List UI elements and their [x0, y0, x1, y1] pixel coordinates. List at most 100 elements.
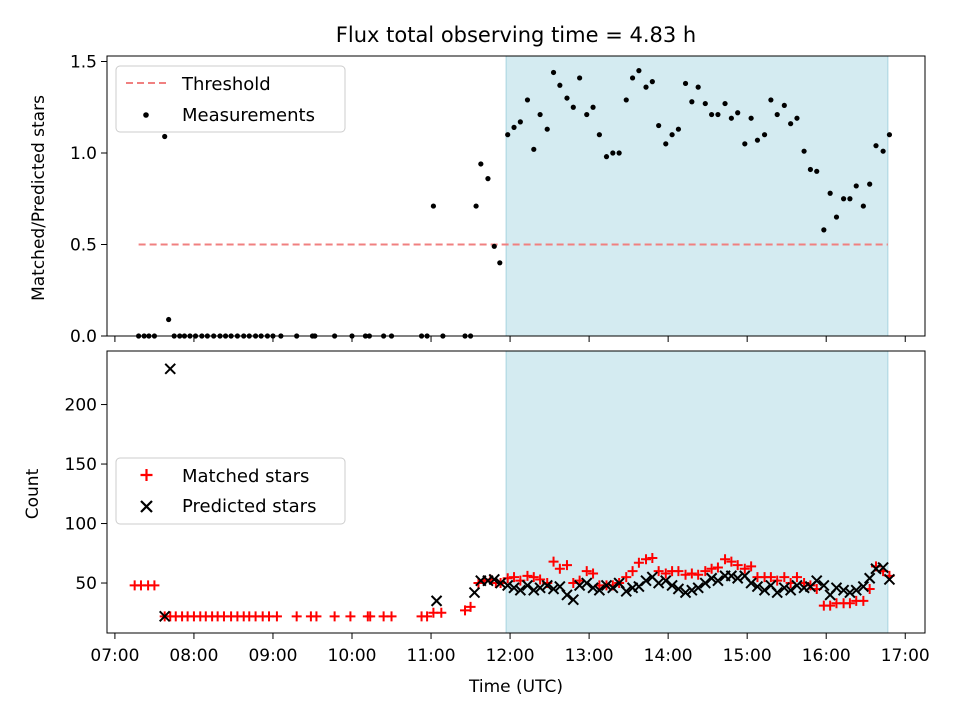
predicted-star-point	[547, 583, 560, 595]
matched-star-point	[522, 570, 533, 581]
predicted-star-point	[850, 584, 862, 596]
measurement-point	[807, 166, 814, 173]
matched-star-point	[581, 566, 592, 577]
measurement-point	[616, 150, 622, 156]
time-x-tick-label: 07:00	[90, 646, 139, 666]
count-legend: Matched stars Predicted stars	[115, 457, 346, 525]
predicted-star-point	[699, 577, 711, 589]
matched-star-point	[422, 611, 433, 622]
matched-star-point	[528, 572, 539, 583]
predicted-star-point	[164, 363, 176, 375]
measurement-point	[748, 115, 754, 121]
ratio-panel: 0.0 0.5 1.0 1.5 Flux total observing time =…	[29, 23, 926, 347]
measurement-point	[840, 196, 847, 202]
measurement-point	[478, 161, 484, 167]
predicted-star-point	[600, 579, 613, 592]
predicted-star-point	[692, 582, 704, 594]
time-x-axis-label: Time (UTC)	[468, 677, 563, 697]
measurement-point	[715, 111, 721, 118]
time-x-tick-label: 12:00	[486, 646, 535, 666]
measurement-point	[833, 214, 840, 220]
matched-star-point	[765, 572, 776, 583]
measurement-point	[682, 80, 689, 87]
measurement-point	[886, 132, 893, 138]
predicted-star-point	[725, 570, 738, 582]
predicted-star-point	[660, 574, 672, 587]
predicted-star-point	[430, 595, 443, 607]
predicted-star-point	[818, 579, 830, 592]
measurement-point	[517, 119, 523, 125]
matched-star-point	[554, 563, 565, 574]
predicted-star-point	[857, 580, 870, 593]
matched-star-point	[329, 611, 340, 622]
predicted-star-point	[863, 572, 876, 584]
measurement-point	[505, 132, 511, 138]
time-x-tick-label: 09:00	[248, 646, 297, 666]
matched-star-point	[548, 556, 559, 567]
ratio-y-tick-label: 0.5	[70, 235, 97, 255]
predicted-star-point	[784, 584, 797, 596]
ratio-y-tick-label: 1.0	[70, 144, 97, 164]
matched-star-point	[746, 561, 757, 572]
predicted-star-point	[791, 579, 803, 592]
predicted-star-point	[778, 582, 791, 594]
predicted-star-point	[567, 593, 580, 606]
predicted-star-point	[652, 577, 665, 589]
matched-star-point	[627, 566, 638, 577]
count-y-tick-label: 100	[65, 515, 97, 535]
legend-predicted-label: Predicted stars	[182, 496, 316, 517]
matched-star-point	[720, 554, 731, 565]
predicted-star-point	[534, 582, 546, 594]
measurement-point	[596, 132, 602, 138]
predicted-star-point	[666, 579, 678, 592]
measurement-point	[860, 203, 866, 209]
measurement-point	[781, 102, 787, 109]
matched-star-point	[460, 605, 471, 616]
matched-star-point	[386, 611, 397, 622]
measurement-point	[867, 181, 873, 187]
measurement-point	[623, 97, 629, 103]
measurement-point	[649, 79, 655, 85]
time-x-axis: 07:00 08:00 09:00 10:00 11:00 12:00 13:00 14:00…	[90, 633, 930, 666]
matched-star-point	[149, 580, 160, 591]
matched-star-point	[621, 572, 632, 583]
predicted-star-point	[844, 586, 856, 599]
ratio-y-tick-label: 0.0	[70, 327, 97, 347]
matched-star-point	[791, 572, 802, 583]
matched-star-point	[535, 574, 546, 585]
count-y-tick-label: 150	[65, 455, 97, 475]
matched-star-point	[509, 572, 520, 583]
matched-star-point	[693, 569, 704, 580]
measurement-point	[794, 115, 800, 121]
time-x-tick-label: 11:00	[407, 646, 456, 666]
measurement-point	[669, 132, 675, 138]
measurement-point	[742, 141, 748, 147]
predicted-star-point	[494, 577, 507, 589]
ratio-y-axis-label: Matched/Predicted stars	[29, 95, 49, 301]
measurement-point	[847, 196, 853, 202]
predicted-star-point	[811, 574, 823, 587]
predicted-star-point	[672, 583, 685, 595]
measurement-point	[511, 124, 517, 130]
measurement-point	[801, 148, 807, 154]
predicted-star-point	[640, 574, 652, 587]
matched-star-point	[700, 566, 711, 577]
measurement-point	[788, 121, 794, 127]
time-x-tick-label: 14:00	[644, 646, 693, 666]
measurement-point	[544, 126, 550, 132]
measurement-point	[629, 75, 636, 81]
count-panel-frame	[106, 350, 926, 634]
measurement-point	[550, 69, 557, 76]
legend-measurements-swatch	[143, 112, 149, 118]
measurement-point	[485, 176, 491, 182]
predicted-star-point	[158, 610, 171, 623]
predicted-star-point	[488, 573, 500, 586]
measurement-point	[814, 168, 820, 174]
measurement-points	[136, 68, 893, 339]
measurement-point	[557, 82, 563, 88]
matched-star-point	[712, 562, 723, 573]
predicted-star-point	[686, 584, 698, 596]
measurement-point	[590, 104, 596, 110]
measurement-point	[663, 141, 669, 147]
count-panel: 50 100 150 200 07:00 08:00 09:00 10:00 11:00 12:…	[23, 350, 930, 697]
